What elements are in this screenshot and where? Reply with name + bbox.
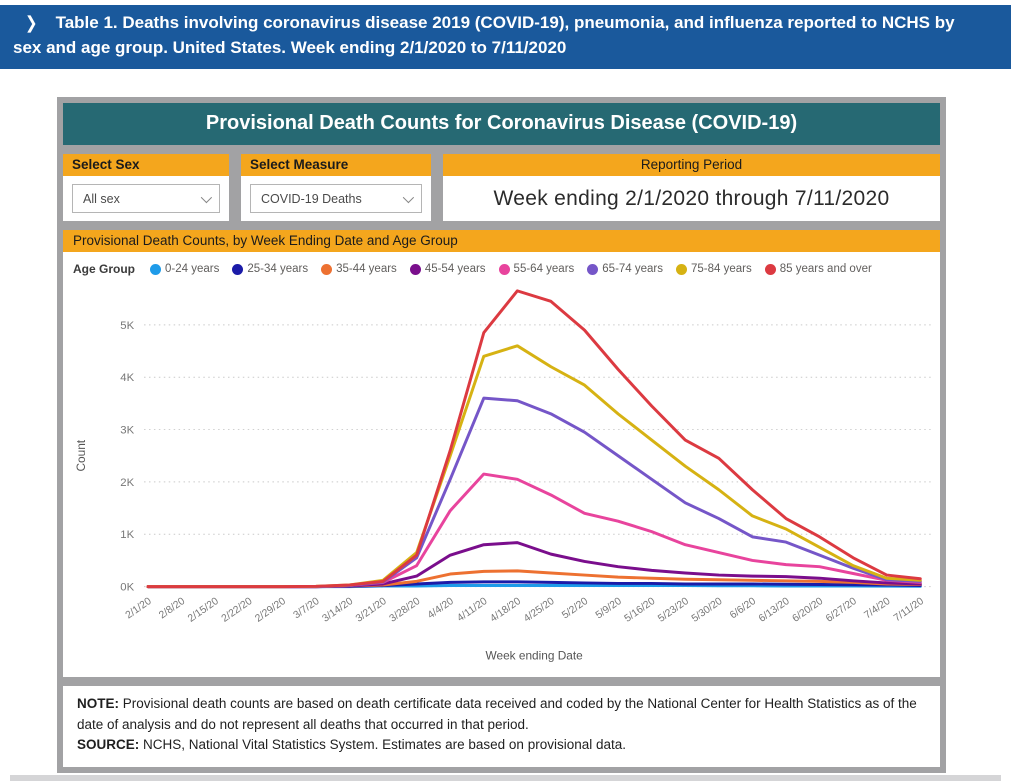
legend-item-35-44-years[interactable]: 35-44 years bbox=[321, 263, 397, 275]
legend-item-label: 85 years and over bbox=[779, 263, 872, 276]
source-label: SOURCE: bbox=[77, 736, 140, 752]
x-tick-label: 3/21/20 bbox=[354, 596, 389, 625]
reporting-period-value: Week ending 2/1/2020 through 7/11/2020 bbox=[493, 186, 890, 210]
y-tick-label: 4K bbox=[120, 372, 134, 384]
select-measure-panel: Select Measure COVID-19 Deaths bbox=[241, 154, 431, 222]
measure-dropdown[interactable]: COVID-19 Deaths bbox=[250, 184, 422, 214]
x-tick-label: 5/2/20 bbox=[560, 596, 590, 622]
x-tick-label: 6/27/20 bbox=[824, 596, 859, 625]
x-tick-label: 4/11/20 bbox=[455, 596, 489, 625]
source-text: NCHS, National Vital Statistics System. … bbox=[143, 736, 626, 752]
chevron-down-icon bbox=[402, 191, 415, 204]
sex-dropdown-value: All sex bbox=[83, 191, 120, 206]
select-sex-label: Select Sex bbox=[63, 154, 229, 177]
x-tick-label: 3/7/20 bbox=[292, 596, 322, 622]
line-chart-svg[interactable]: 0K 1K 2K 3K 4K 5K 2/1/20 2/8/202/15/202/22/202/… bbox=[69, 278, 944, 670]
legend-dot-icon bbox=[764, 263, 776, 275]
report-banner-title: Table 1. Deaths involving coronavirus di… bbox=[13, 13, 955, 57]
measure-dropdown-value: COVID-19 Deaths bbox=[261, 191, 362, 206]
next-section-edge bbox=[10, 775, 1001, 781]
select-measure-body: COVID-19 Deaths bbox=[241, 176, 431, 222]
x-axis-title: Week ending Date bbox=[486, 649, 584, 663]
x-tick-label: 4/25/20 bbox=[522, 596, 557, 625]
y-tick-label: 3K bbox=[120, 425, 134, 437]
legend-item-45-54-years[interactable]: 45-54 years bbox=[409, 263, 486, 276]
line-chart-canvas[interactable]: 0K 1K 2K 3K 4K 5K 2/1/20 2/8/20 2/15/20 2/22/20 2/… bbox=[69, 278, 935, 675]
chart-legend: Age Group 0-24 years 25-34 years 35-44 yea… bbox=[69, 258, 934, 278]
x-tick-label: 5/30/20 bbox=[690, 596, 725, 625]
legend-item-label: 25-34 years bbox=[247, 263, 309, 276]
y-tick-label: 1K bbox=[120, 529, 134, 541]
note-text: Provisional death counts are based on de… bbox=[77, 696, 917, 732]
legend-item-85-years-and-over[interactable]: 85 years and over bbox=[764, 263, 872, 276]
chevron-right-icon: ❯ bbox=[25, 13, 38, 34]
x-tick-label: 6/6/20 bbox=[728, 596, 758, 622]
reporting-period-panel: Reporting Period Week ending 2/1/2020 th… bbox=[443, 154, 940, 222]
chart-section: Provisional Death Counts, by Week Ending… bbox=[63, 230, 940, 678]
reporting-period-label: Reporting Period bbox=[443, 154, 940, 177]
legend-item-65-74-years[interactable]: 65-74 years bbox=[587, 263, 663, 275]
x-tick-label: 5/23/20 bbox=[656, 596, 691, 625]
sex-dropdown[interactable]: All sex bbox=[72, 184, 220, 214]
x-tick-label: 2/1/20 bbox=[124, 596, 154, 622]
x-tick-label: 2/22/20 bbox=[220, 596, 255, 625]
legend-item-label: 55-64 years bbox=[513, 263, 575, 276]
chart-title-bar: Provisional Death Counts, by Week Ending… bbox=[63, 230, 940, 253]
x-tick-label: 3/28/20 bbox=[388, 596, 423, 625]
y-axis-title: Count bbox=[74, 440, 88, 472]
legend-dot-icon bbox=[676, 263, 688, 275]
legend-title: Age Group bbox=[73, 262, 135, 277]
legend-dot-icon bbox=[498, 263, 510, 275]
legend-dot-icon bbox=[409, 263, 421, 275]
legend-item-55-64-years[interactable]: 55-64 years bbox=[498, 263, 575, 276]
x-tick-label: 5/9/20 bbox=[594, 596, 624, 622]
x-tick-label: 4/4/20 bbox=[426, 596, 456, 622]
x-tick-label: 2/15/20 bbox=[186, 596, 221, 625]
select-sex-body: All sex bbox=[63, 176, 229, 222]
legend-item-0-24-years[interactable]: 0-24 years bbox=[150, 263, 219, 275]
note-section: NOTE: Provisional death counts are based… bbox=[63, 686, 940, 768]
note-label: NOTE: bbox=[77, 696, 119, 712]
legend-item-label: 65-74 years bbox=[602, 263, 664, 276]
x-tick-label: 7/11/20 bbox=[892, 596, 926, 625]
y-tick-label: 0K bbox=[120, 582, 134, 594]
legend-dot-icon bbox=[150, 263, 161, 275]
chart-body: Age Group 0-24 years 25-34 years 35-44 yea… bbox=[63, 252, 940, 678]
source-line: SOURCE: NCHS, National Vital Statistics … bbox=[77, 735, 926, 755]
x-tick-label: 2/8/20 bbox=[157, 596, 187, 622]
y-tick-label: 2K bbox=[120, 477, 134, 489]
legend-dot-icon bbox=[232, 263, 244, 275]
filters-row: Select Sex All sex Select Measure COVID-… bbox=[63, 154, 940, 222]
x-tick-label: 6/20/20 bbox=[791, 596, 826, 625]
chevron-down-icon bbox=[200, 191, 213, 204]
x-tick-label: 7/4/20 bbox=[862, 596, 892, 622]
reporting-period-body: Week ending 2/1/2020 through 7/11/2020 bbox=[443, 176, 940, 222]
legend-item-label: 35-44 years bbox=[336, 263, 397, 276]
x-tick-label: 4/18/20 bbox=[488, 596, 523, 625]
select-measure-label: Select Measure bbox=[241, 154, 431, 177]
x-tick-label: 3/14/20 bbox=[321, 596, 356, 625]
series-line-55-64-years[interactable] bbox=[146, 472, 922, 589]
report-banner[interactable]: ❯ Table 1. Deaths involving coronavirus d… bbox=[0, 5, 1011, 70]
legend-item-label: 45-54 years bbox=[424, 263, 486, 276]
dashboard-card: Provisional Death Counts for Coronavirus… bbox=[57, 97, 946, 774]
legend-dot-icon bbox=[321, 263, 333, 275]
y-tick-label: 5K bbox=[120, 320, 134, 332]
note-line: NOTE: Provisional death counts are based… bbox=[77, 694, 926, 735]
series-line-85-years-and-over[interactable] bbox=[146, 289, 922, 589]
x-tick-label: 6/13/20 bbox=[757, 596, 792, 625]
select-sex-panel: Select Sex All sex bbox=[63, 154, 229, 222]
dashboard-title: Provisional Death Counts for Coronavirus… bbox=[63, 103, 940, 146]
x-tick-label: 2/29/20 bbox=[253, 596, 288, 625]
legend-item-label: 0-24 years bbox=[165, 263, 220, 276]
legend-item-label: 75-84 years bbox=[691, 263, 752, 276]
x-tick-label: 5/16/20 bbox=[623, 596, 658, 625]
series-line-65-74-years[interactable] bbox=[146, 396, 922, 589]
legend-dot-icon bbox=[587, 263, 599, 275]
legend-item-75-84-years[interactable]: 75-84 years bbox=[676, 263, 752, 275]
legend-item-25-34-years[interactable]: 25-34 years bbox=[232, 263, 308, 275]
